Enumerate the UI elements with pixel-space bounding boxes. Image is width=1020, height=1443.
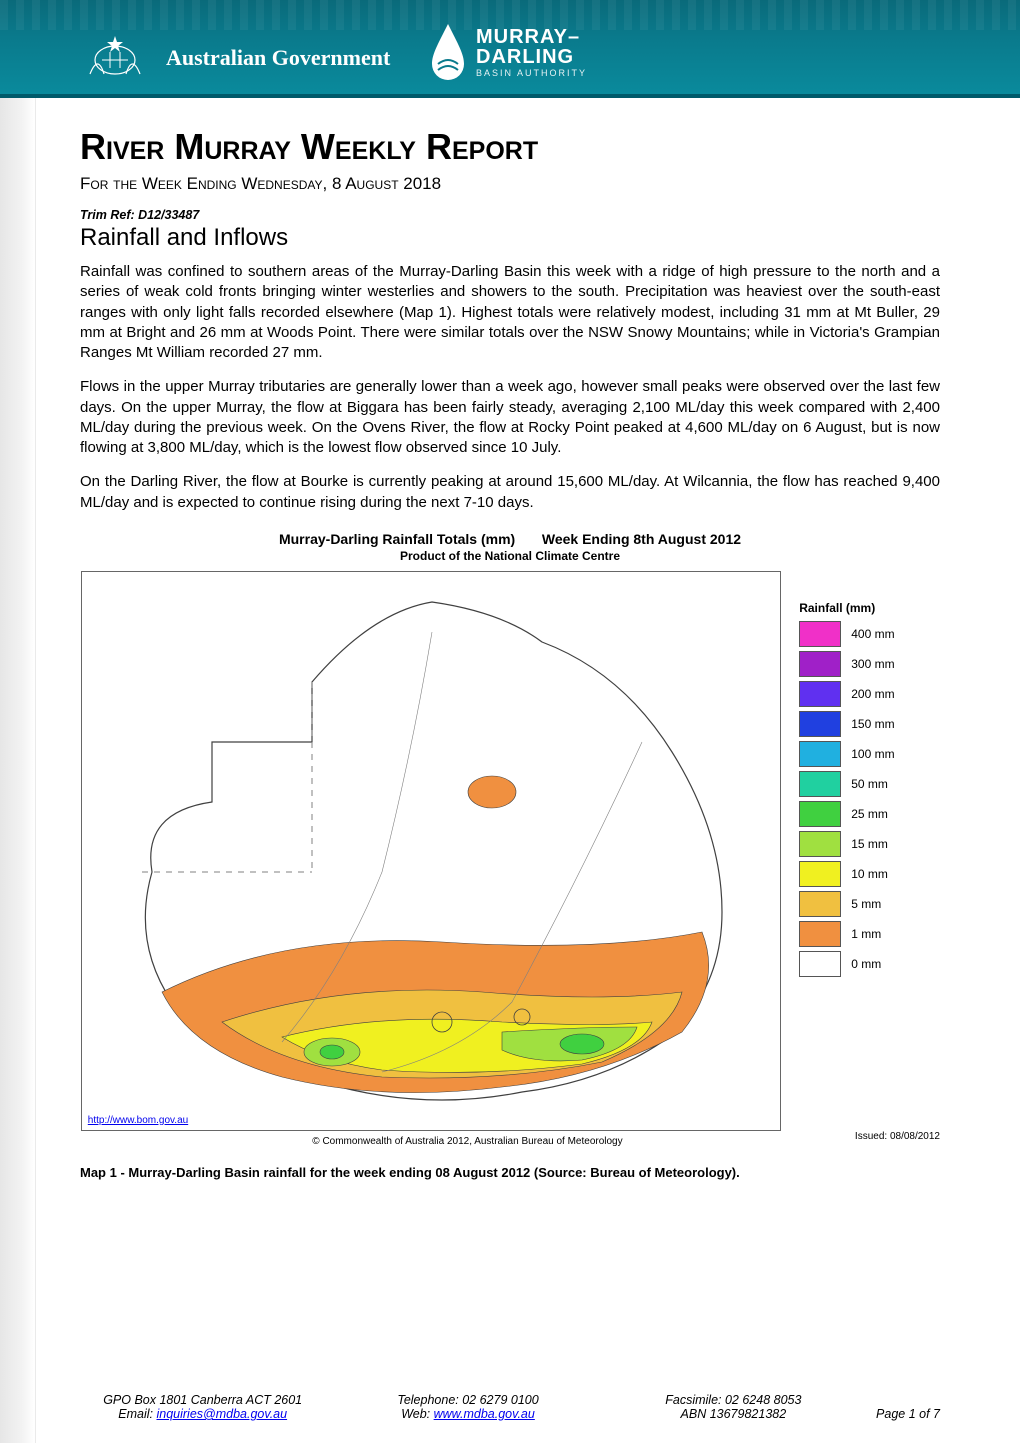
legend-swatch — [799, 861, 841, 887]
legend-label: 1 mm — [851, 927, 881, 941]
legend-row: 0 mm — [799, 951, 939, 977]
footer-web-label: Web: — [401, 1407, 430, 1421]
mdba-line2: DARLING — [476, 47, 587, 67]
water-drop-icon — [430, 22, 466, 82]
footer-col-1: GPO Box 1801 Canberra ACT 2601 Email: in… — [80, 1393, 325, 1421]
legend-row: 200 mm — [799, 681, 939, 707]
paragraph-2: Flows in the upper Murray tributaries ar… — [80, 377, 940, 458]
paragraph-3: On the Darling River, the flow at Bourke… — [80, 472, 940, 513]
map-attribution: © Commonwealth of Australia 2012, Austra… — [312, 1136, 622, 1147]
legend-swatch — [799, 741, 841, 767]
header-banner: Australian Government MURRAY– DARLING BA… — [0, 0, 1020, 98]
legend-label: 25 mm — [851, 807, 888, 821]
footer-facsimile: Facsimile: 02 6248 8053 — [665, 1393, 801, 1407]
trim-ref: Trim Ref: D12/33487 — [80, 208, 940, 222]
map-figure: Murray-Darling Rainfall Totals (mm) Week… — [80, 531, 940, 1180]
legend-row: 5 mm — [799, 891, 939, 917]
gov-text: Australian Government — [166, 45, 390, 71]
legend-swatch — [799, 681, 841, 707]
legend-row: 15 mm — [799, 831, 939, 857]
legend-label: 300 mm — [851, 657, 894, 671]
page-number: Page 1 of 7 — [876, 1407, 940, 1421]
mdba-line1: MURRAY– — [476, 27, 587, 47]
paragraph-1: Rainfall was confined to southern areas … — [80, 262, 940, 363]
legend-swatch — [799, 951, 841, 977]
footer-email-label: Email: — [118, 1407, 153, 1421]
binding-edge — [0, 0, 36, 1443]
legend-label: 50 mm — [851, 777, 888, 791]
gov-crest-block: Australian Government — [80, 30, 390, 86]
footer-col-2: Telephone: 02 6279 0100 Web: www.mdba.go… — [345, 1393, 590, 1421]
legend-label: 200 mm — [851, 687, 894, 701]
legend-swatch — [799, 801, 841, 827]
legend-swatch — [799, 831, 841, 857]
legend-label: 5 mm — [851, 897, 881, 911]
legend-swatch — [799, 921, 841, 947]
au-coat-of-arms-icon — [80, 30, 150, 86]
legend-row: 100 mm — [799, 741, 939, 767]
map-issued: Issued: 08/08/2012 — [855, 1131, 940, 1142]
legend-title: Rainfall (mm) — [799, 601, 939, 615]
footer-col-3: Facsimile: 02 6248 8053 ABN 13679821382 — [611, 1393, 856, 1421]
legend-label: 10 mm — [851, 867, 888, 881]
map-title-right: Week Ending 8th August 2012 — [542, 531, 741, 547]
map-source-link[interactable]: http://www.bom.gov.au — [88, 1115, 188, 1126]
footer-email-link[interactable]: inquiries@mdba.gov.au — [156, 1407, 287, 1421]
legend-label: 400 mm — [851, 627, 894, 641]
footer-web-link[interactable]: www.mdba.gov.au — [434, 1407, 535, 1421]
footer-telephone: Telephone: 02 6279 0100 — [397, 1393, 538, 1407]
legend-row: 300 mm — [799, 651, 939, 677]
legend-row: 10 mm — [799, 861, 939, 887]
section-heading: Rainfall and Inflows — [80, 224, 940, 252]
legend-swatch — [799, 771, 841, 797]
legend-row: 50 mm — [799, 771, 939, 797]
map-image: http://www.bom.gov.au — [81, 571, 781, 1131]
footer-address: GPO Box 1801 Canberra ACT 2601 — [103, 1393, 302, 1407]
legend-label: 0 mm — [851, 957, 881, 971]
map-subtitle: Product of the National Climate Centre — [80, 549, 940, 563]
page-title: River Murray Weekly Report — [80, 126, 940, 168]
mdba-logo-block: MURRAY– DARLING BASIN AUTHORITY — [430, 22, 587, 82]
page-footer: GPO Box 1801 Canberra ACT 2601 Email: in… — [0, 1393, 1020, 1421]
footer-abn: ABN 13679821382 — [681, 1407, 787, 1421]
legend-row: 25 mm — [799, 801, 939, 827]
legend-label: 100 mm — [851, 747, 894, 761]
legend-swatch — [799, 891, 841, 917]
legend-row: 1 mm — [799, 921, 939, 947]
legend-label: 15 mm — [851, 837, 888, 851]
legend-row: 150 mm — [799, 711, 939, 737]
legend-row: 400 mm — [799, 621, 939, 647]
legend-swatch — [799, 621, 841, 647]
legend-swatch — [799, 711, 841, 737]
map-caption: Map 1 - Murray-Darling Basin rainfall fo… — [80, 1165, 940, 1180]
mdba-text: MURRAY– DARLING BASIN AUTHORITY — [476, 27, 587, 78]
map-legend: Rainfall (mm) 400 mm 300 mm 200 mm 150 mm 10… — [799, 571, 939, 981]
content-area: River Murray Weekly Report For the Week … — [0, 98, 1020, 1180]
page-subtitle: For the Week Ending Wednesday, 8 August … — [80, 174, 940, 194]
map-title-left: Murray-Darling Rainfall Totals (mm) — [279, 531, 515, 547]
legend-label: 150 mm — [851, 717, 894, 731]
mdba-line3: BASIN AUTHORITY — [476, 69, 587, 78]
legend-swatch — [799, 651, 841, 677]
